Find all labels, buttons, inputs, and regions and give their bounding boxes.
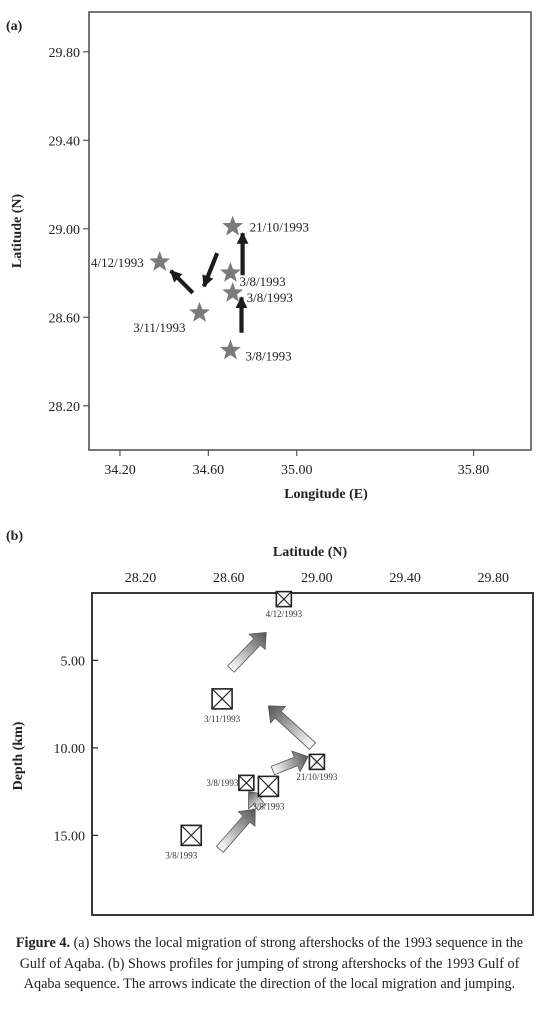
aftershock-box-marker [275,590,293,608]
panel-b-x-tick-label: 28.60 [213,571,245,586]
panel-b-x-tick-label: 29.80 [478,571,510,586]
panel-a-y-tick-label: 29.80 [49,46,81,61]
panel-b-y-tick-label: 15.00 [54,829,86,844]
aftershock-star-marker [222,281,244,302]
aftershock-date-label: 3/8/1993 [206,778,239,788]
panel-a-y-tick-label: 28.20 [49,400,81,415]
aftershock-star-marker [189,301,210,322]
aftershock-star-marker [219,262,241,282]
jumping-arrow [267,705,317,750]
aftershock-date-label: 4/12/1993 [266,609,303,619]
caption-figure-label: Figure 4. [15,935,71,951]
aftershock-box-marker [211,688,233,710]
panel-a-x-tick-label: 34.20 [104,463,136,478]
panel-a: (a) 29.80 29.40 29.00 28.60 28.20 34.20 34.60… [6,11,532,502]
panel-a-label: (a) [6,19,23,34]
aftershock-date-label: 3/8/1993 [247,290,293,305]
migration-arrow [169,269,195,295]
panel-a-y-tick-label: 28.60 [49,311,81,326]
panel-b-xlabel: Latitude (N) [273,545,348,560]
panel-b-x-tick-label: 29.40 [389,571,421,586]
panel-a-x-tick-label: 35.00 [281,463,313,478]
panel-b-x-tick-label: 29.00 [301,571,333,586]
aftershock-date-label: 21/10/1993 [250,220,309,235]
panel-b-x-tick-label: 28.20 [125,571,157,586]
panel-a-y-tick-label: 29.40 [49,134,81,149]
aftershock-date-label: 3/8/1993 [245,348,291,363]
migration-arrow [201,252,220,288]
panel-b-label: (b) [6,529,23,544]
panel-b-y-tick-label: 5.00 [61,654,86,669]
panel-a-xlabel: Longitude (E) [284,487,368,502]
aftershock-date-label: 3/11/1993 [204,714,241,724]
aftershock-box-marker [180,824,203,847]
panel-b-y-tick-label: 10.00 [54,742,86,757]
aftershock-date-label: 3/8/1993 [252,801,285,811]
aftershock-star-marker [222,215,244,236]
aftershock-date-label: 3/8/1993 [239,274,285,289]
aftershock-date-label: 3/8/1993 [165,850,198,860]
aftershock-date-label: 4/12/1993 [91,255,144,270]
figure-caption: Figure 4. (a) Shows the local migration … [6,933,533,995]
panel-a-x-tick-label: 34.60 [193,463,225,478]
aftershock-date-label: 3/11/1993 [133,320,185,335]
aftershock-box-marker [238,774,255,792]
aftershock-star-marker [149,250,171,271]
aftershock-date-label: 21/10/1993 [296,772,338,782]
panel-b: (b) Latitude (N) 5.00 10.00 15.00 28.20 28.… [6,529,534,916]
aftershock-star-marker [219,339,241,360]
caption-text: (a) Shows the local migration of strong … [19,935,524,992]
panel-b-ylabel: Depth (km) [11,721,26,790]
aftershock-box-marker [308,753,326,771]
panel-a-plot-frame [88,11,532,451]
panel-a-y-tick-label: 29.00 [49,223,81,238]
jumping-arrow [215,808,256,853]
panel-a-x-tick-label: 35.80 [458,463,490,478]
figure-chart: (a) 29.80 29.40 29.00 28.60 28.20 34.20 34.60… [6,11,534,916]
panel-b-plot-frame [91,592,534,916]
aftershock-box-marker [257,775,280,798]
panel-a-ylabel: Latitude (N) [10,194,25,269]
jumping-arrow [227,631,267,673]
jumping-arrow [270,750,309,776]
